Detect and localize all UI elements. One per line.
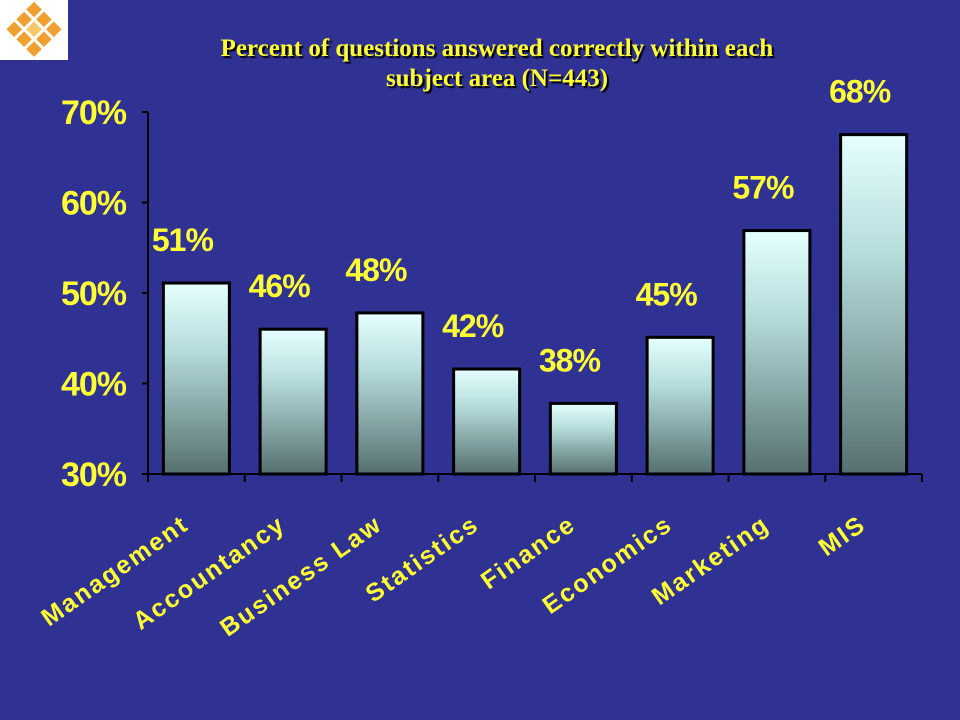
bar bbox=[645, 335, 715, 476]
y-tick-label: 70% bbox=[61, 94, 127, 132]
value-label: 51% bbox=[152, 222, 214, 258]
logo bbox=[0, 0, 68, 60]
value-label: 38% bbox=[539, 342, 601, 378]
bar bbox=[161, 281, 231, 476]
value-label: 57% bbox=[732, 170, 794, 206]
y-tick-label: 40% bbox=[61, 366, 127, 404]
bar bbox=[355, 311, 425, 476]
bar bbox=[839, 133, 909, 476]
value-label: 42% bbox=[442, 308, 504, 344]
value-label: 46% bbox=[249, 268, 311, 304]
value-label: 48% bbox=[345, 252, 407, 288]
y-tick-label: 50% bbox=[61, 275, 127, 313]
bar bbox=[742, 229, 812, 476]
bar bbox=[452, 367, 522, 476]
value-label: 68% bbox=[829, 74, 891, 110]
y-tick-label: 30% bbox=[61, 456, 127, 494]
value-label: 45% bbox=[636, 276, 698, 312]
y-tick-label: 60% bbox=[61, 185, 127, 223]
chart-title: Percent of questions answered correctly … bbox=[220, 35, 774, 92]
x-tick-label: MIS bbox=[814, 510, 871, 562]
bar bbox=[258, 327, 328, 476]
x-tick-label: Business Law bbox=[215, 510, 387, 642]
bar bbox=[548, 401, 618, 476]
